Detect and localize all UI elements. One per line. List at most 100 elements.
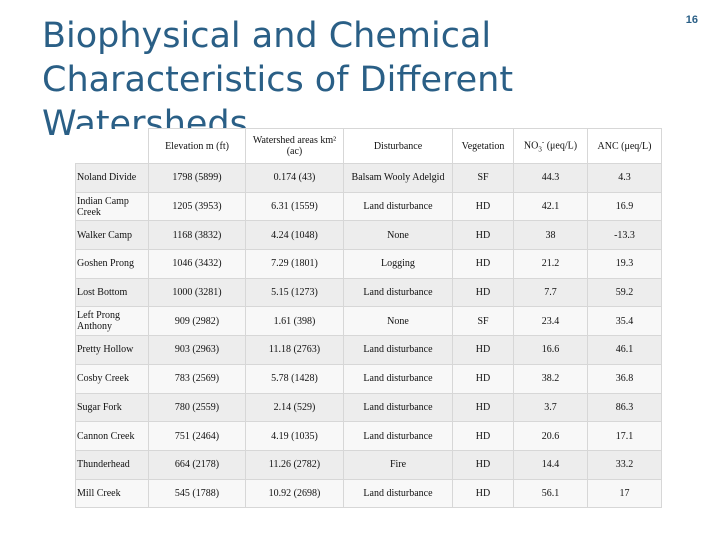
cell-elevation: 1168 (3832) — [148, 220, 246, 251]
cell-elevation: 751 (2464) — [148, 421, 246, 451]
cell-elevation: 664 (2178) — [148, 449, 246, 480]
cell-vegetation: HD — [452, 449, 514, 480]
cell-elevation: 1205 (3953) — [148, 191, 246, 222]
cell-no3: 42.1 — [513, 191, 588, 222]
table-row: Thunderhead 664 (2178) 11.26 (2782) Fire… — [75, 449, 662, 480]
header-area: Watershed areas km² (ac) — [245, 128, 344, 164]
header-disturbance: Disturbance — [343, 128, 453, 164]
cell-elevation: 783 (2569) — [148, 363, 246, 394]
cell-vegetation: HD — [452, 191, 514, 222]
cell-disturbance: None — [343, 306, 453, 337]
slide-title: Biophysical and Chemical Characteristics… — [42, 14, 692, 146]
header-no3: NO3- (μeq/L) — [513, 128, 588, 164]
cell-area: 1.61 (398) — [245, 306, 344, 337]
slide-title-line-2: Characteristics of Different Watersheds — [42, 60, 514, 144]
cell-area: 5.78 (1428) — [245, 363, 344, 394]
cell-no3: 44.3 — [513, 163, 588, 193]
cell-disturbance: Balsam Wooly Adelgid — [343, 163, 453, 193]
watershed-table: Elevation m (ft) Watershed areas km² (ac… — [75, 128, 662, 509]
cell-disturbance: Land disturbance — [343, 335, 453, 365]
cell-disturbance: None — [343, 220, 453, 251]
cell-anc: 16.9 — [587, 191, 662, 222]
cell-anc: 46.1 — [587, 335, 662, 365]
cell-watershed-name: Thunderhead — [75, 449, 149, 480]
cell-disturbance: Land disturbance — [343, 363, 453, 394]
header-blank — [75, 128, 149, 164]
cell-area: 2.14 (529) — [245, 392, 344, 423]
table-row: Left Prong Anthony 909 (2982) 1.61 (398)… — [75, 306, 662, 337]
cell-area: 0.174 (43) — [245, 163, 344, 193]
table-row: Pretty Hollow 903 (2963) 11.18 (2763) La… — [75, 335, 662, 365]
cell-anc: 17 — [587, 478, 662, 509]
cell-area: 11.18 (2763) — [245, 335, 344, 365]
cell-disturbance: Land disturbance — [343, 277, 453, 308]
cell-watershed-name: Lost Bottom — [75, 277, 149, 308]
cell-no3: 3.7 — [513, 392, 588, 423]
header-no3-main: NO — [523, 140, 539, 152]
table-row: Cosby Creek 783 (2569) 5.78 (1428) Land … — [75, 363, 662, 394]
cell-vegetation: HD — [452, 249, 514, 279]
cell-area: 6.31 (1559) — [245, 191, 344, 222]
cell-vegetation: HD — [452, 478, 514, 509]
table-row: Walker Camp 1168 (3832) 4.24 (1048) None… — [75, 220, 662, 251]
cell-vegetation: HD — [452, 392, 514, 423]
cell-no3: 21.2 — [513, 249, 588, 279]
cell-anc: 33.2 — [587, 449, 662, 480]
watershed-table-container: Elevation m (ft) Watershed areas km² (ac… — [75, 128, 662, 509]
table-header: Elevation m (ft) Watershed areas km² (ac… — [75, 128, 662, 164]
cell-elevation: 1798 (5899) — [148, 163, 246, 193]
cell-watershed-name: Cannon Creek — [75, 421, 149, 451]
table-row: Sugar Fork 780 (2559) 2.14 (529) Land di… — [75, 392, 662, 423]
cell-disturbance: Land disturbance — [343, 421, 453, 451]
cell-elevation: 545 (1788) — [148, 478, 246, 509]
cell-no3: 38.2 — [513, 363, 588, 394]
cell-no3: 7.7 — [513, 277, 588, 308]
cell-anc: 4.3 — [587, 163, 662, 193]
cell-no3: 38 — [513, 220, 588, 251]
cell-elevation: 1000 (3281) — [148, 277, 246, 308]
table-row: Mill Creek 545 (1788) 10.92 (2698) Land … — [75, 478, 662, 509]
table-row: Goshen Prong 1046 (3432) 7.29 (1801) Log… — [75, 249, 662, 279]
cell-vegetation: HD — [452, 277, 514, 308]
header-vegetation: Vegetation — [452, 128, 514, 164]
table-body: Noland Divide 1798 (5899) 0.174 (43) Bal… — [75, 163, 662, 509]
table-row: Noland Divide 1798 (5899) 0.174 (43) Bal… — [75, 163, 662, 193]
cell-no3: 56.1 — [513, 478, 588, 509]
cell-disturbance: Land disturbance — [343, 191, 453, 222]
cell-vegetation: HD — [452, 421, 514, 451]
cell-watershed-name: Left Prong Anthony — [75, 306, 149, 337]
cell-anc: 36.8 — [587, 363, 662, 394]
cell-vegetation: SF — [452, 306, 514, 337]
cell-watershed-name: Noland Divide — [75, 163, 149, 193]
cell-no3: 23.4 — [513, 306, 588, 337]
cell-area: 10.92 (2698) — [245, 478, 344, 509]
cell-elevation: 909 (2982) — [148, 306, 246, 337]
page-number: 16 — [685, 14, 698, 26]
cell-anc: 19.3 — [587, 249, 662, 279]
slide-title-line-1: Biophysical and Chemical — [42, 16, 492, 56]
table-row: Indian Camp Creek 1205 (3953) 6.31 (1559… — [75, 191, 662, 222]
cell-watershed-name: Goshen Prong — [75, 249, 149, 279]
table-row: Lost Bottom 1000 (3281) 5.15 (1273) Land… — [75, 277, 662, 308]
cell-watershed-name: Sugar Fork — [75, 392, 149, 423]
cell-disturbance: Fire — [343, 449, 453, 480]
cell-disturbance: Land disturbance — [343, 478, 453, 509]
header-elevation: Elevation m (ft) — [148, 128, 246, 164]
header-no3-superscript: - — [541, 137, 545, 146]
header-anc: ANC (μeq/L) — [587, 128, 662, 164]
cell-no3: 14.4 — [513, 449, 588, 480]
cell-area: 7.29 (1801) — [245, 249, 344, 279]
table-row: Cannon Creek 751 (2464) 4.19 (1035) Land… — [75, 421, 662, 451]
cell-watershed-name: Pretty Hollow — [75, 335, 149, 365]
cell-elevation: 780 (2559) — [148, 392, 246, 423]
cell-anc: 86.3 — [587, 392, 662, 423]
cell-area: 5.15 (1273) — [245, 277, 344, 308]
cell-watershed-name: Indian Camp Creek — [75, 191, 149, 222]
cell-disturbance: Logging — [343, 249, 453, 279]
cell-no3: 16.6 — [513, 335, 588, 365]
header-row: Elevation m (ft) Watershed areas km² (ac… — [75, 128, 662, 164]
cell-disturbance: Land disturbance — [343, 392, 453, 423]
cell-area: 4.19 (1035) — [245, 421, 344, 451]
cell-vegetation: HD — [452, 220, 514, 251]
cell-vegetation: SF — [452, 163, 514, 193]
